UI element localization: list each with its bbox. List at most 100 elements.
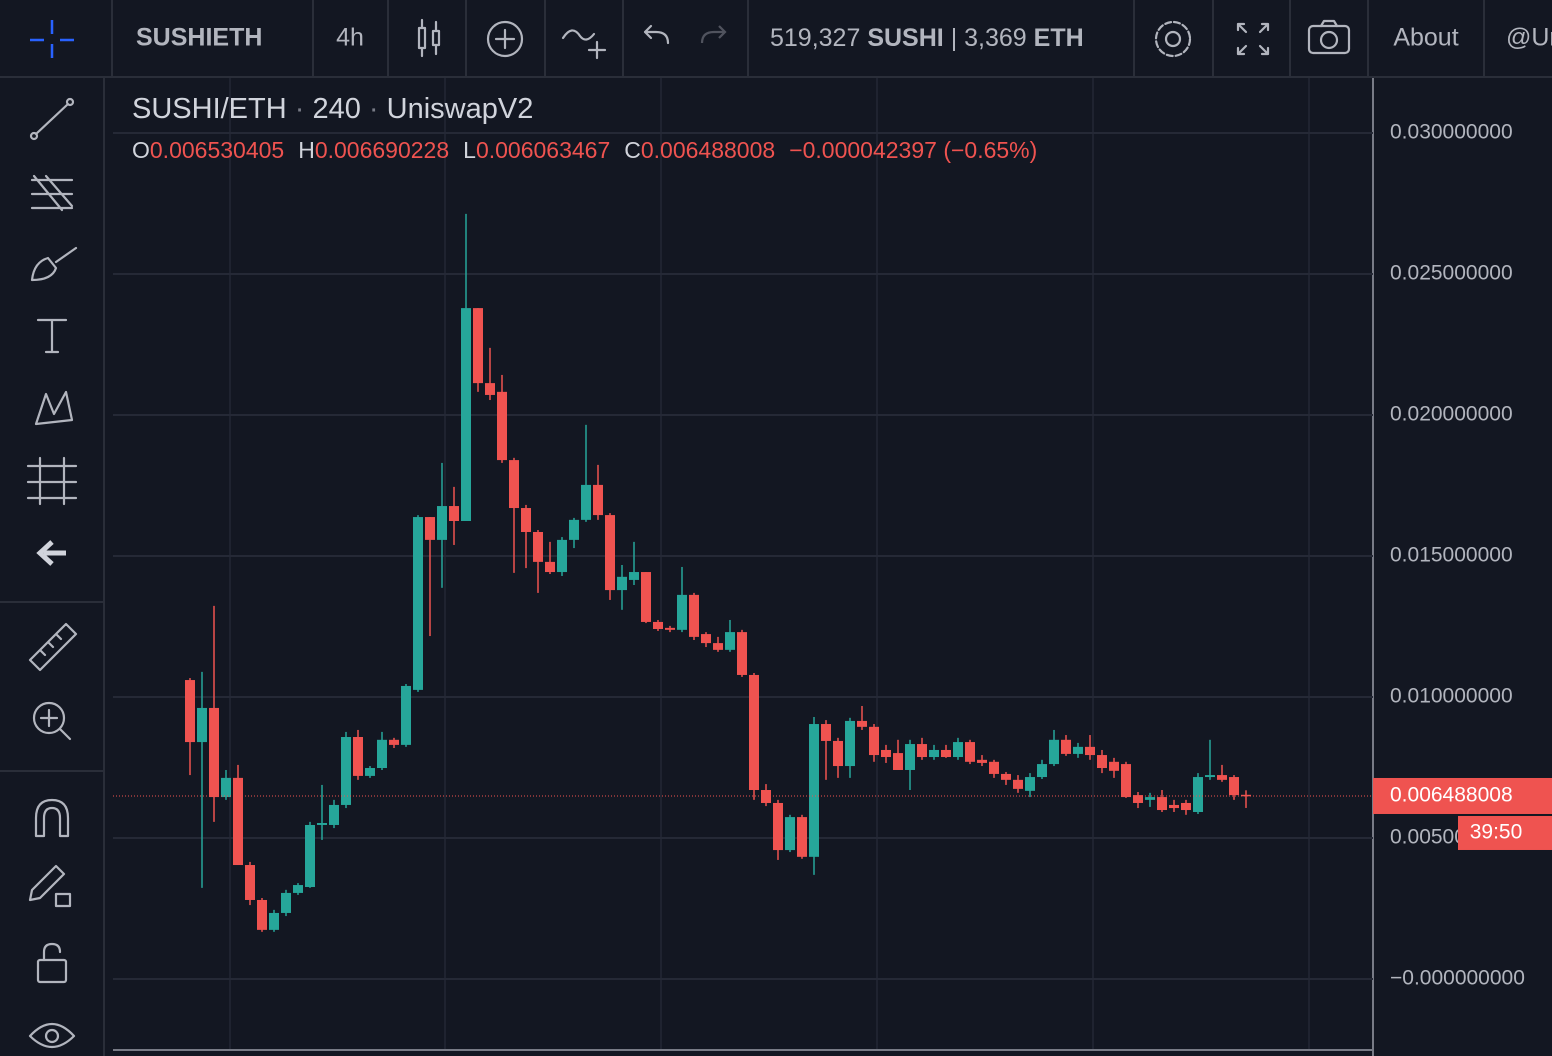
symbol-button[interactable]: SUSHIETH — [136, 24, 262, 52]
candle-body — [353, 736, 363, 776]
candle-body — [425, 517, 435, 540]
candle-body — [1145, 797, 1155, 800]
last-price-badge — [1373, 777, 1552, 814]
candle-body — [365, 768, 375, 776]
candle-body — [737, 632, 747, 675]
candle-body — [581, 484, 591, 520]
candle-body — [893, 753, 903, 770]
candle-body — [209, 707, 219, 798]
candle-body — [377, 739, 387, 769]
ohlc-legend: O0.006530405 H0.006690228 L0.006063467 C0.0… — [132, 137, 1037, 163]
candle-body — [785, 817, 795, 851]
magnet-tool[interactable] — [34, 798, 70, 838]
candle-body — [509, 460, 519, 509]
fib-tool[interactable] — [30, 174, 74, 212]
candle-body — [869, 726, 879, 756]
chart-type-icon[interactable] — [417, 18, 441, 58]
zoom-tool[interactable] — [32, 701, 72, 741]
compare-icon[interactable] — [561, 29, 607, 60]
y-tick-label: 0.020000000 — [1390, 403, 1513, 426]
ohlc-label: O — [132, 137, 150, 163]
candle-body — [1157, 797, 1167, 811]
settings-icon[interactable] — [1154, 20, 1192, 58]
last-price-label: 0.006488008 — [1390, 784, 1513, 807]
candle-body — [329, 804, 339, 825]
candle-body — [749, 674, 759, 791]
candle-body — [1085, 746, 1095, 756]
candle-body — [557, 539, 567, 573]
candle-body — [437, 506, 447, 540]
about-button[interactable]: About — [1393, 24, 1458, 52]
candle-body — [857, 720, 867, 727]
candle-body — [821, 724, 831, 741]
candle-body — [1169, 804, 1179, 809]
interval-button[interactable]: 4h — [336, 24, 364, 52]
candle-body — [401, 685, 411, 745]
separator: | — [951, 24, 958, 52]
user-button[interactable]: @Ur — [1506, 24, 1552, 52]
candle-body — [485, 383, 495, 395]
candle-body — [1073, 746, 1083, 754]
candle-body — [1205, 775, 1215, 778]
countdown-label: 39:50 — [1470, 821, 1523, 844]
candle-body — [1109, 761, 1119, 771]
candle-body — [461, 308, 471, 521]
text-tool[interactable] — [36, 318, 68, 354]
candle-body — [617, 576, 627, 591]
add-indicator-icon[interactable] — [486, 20, 524, 58]
candle-body — [1181, 802, 1191, 811]
candle-body — [629, 572, 639, 580]
ruler-tool[interactable] — [28, 622, 78, 672]
legend-title: SUSHI/ETH · 240 · UniswapV2 — [132, 93, 533, 125]
back-tool[interactable] — [36, 540, 66, 566]
lock-tool[interactable] — [36, 942, 68, 984]
volume-b-unit: ETH — [1034, 24, 1084, 52]
candle-body — [977, 759, 987, 763]
trendline-tool[interactable] — [29, 97, 75, 141]
visibility-tool[interactable] — [28, 1022, 76, 1049]
candle-body — [449, 506, 459, 521]
legend-exchange: UniswapV2 — [387, 93, 534, 125]
candle-body — [905, 744, 915, 770]
candle-body — [1241, 794, 1251, 797]
time-grid — [229, 78, 1310, 1050]
candle-body — [809, 724, 819, 857]
pattern-tool[interactable] — [34, 390, 74, 426]
crosshair-icon[interactable] — [30, 20, 74, 58]
candle-body — [233, 777, 243, 866]
candle-body — [965, 742, 975, 762]
candle-body — [725, 632, 735, 650]
candle-body — [941, 749, 951, 758]
candle-body — [521, 508, 531, 532]
undo-icon[interactable] — [643, 24, 670, 45]
plot — [113, 131, 1373, 980]
candle-body — [389, 739, 399, 745]
candle-body — [833, 740, 843, 767]
candle-body — [533, 531, 543, 562]
snapshot-icon[interactable] — [1307, 19, 1351, 55]
lock-drawing-tool[interactable] — [28, 864, 72, 908]
candle-body — [953, 742, 963, 758]
fullscreen-icon[interactable] — [1236, 22, 1270, 56]
y-tick-label: −0.000000000 — [1390, 966, 1525, 989]
candle-body — [413, 517, 423, 690]
ohlc-value: 0.006690228 — [315, 137, 449, 163]
candle-body — [1037, 764, 1047, 778]
candle-body — [317, 823, 327, 825]
candle-body — [497, 391, 507, 461]
brush-tool[interactable] — [30, 246, 78, 282]
ohlc-value: 0.006063467 — [476, 137, 610, 163]
candle-body — [185, 680, 195, 743]
prediction-tool[interactable] — [26, 456, 78, 506]
candle-body — [653, 621, 663, 629]
ohlc-label: C — [624, 137, 641, 163]
candle-body — [1229, 777, 1239, 796]
candle-body — [761, 790, 771, 803]
candle-body — [221, 777, 231, 798]
candle-body — [473, 308, 483, 384]
candle-body — [605, 515, 615, 591]
candle-body — [293, 885, 303, 893]
volume-a-unit: SUSHI — [867, 24, 943, 52]
